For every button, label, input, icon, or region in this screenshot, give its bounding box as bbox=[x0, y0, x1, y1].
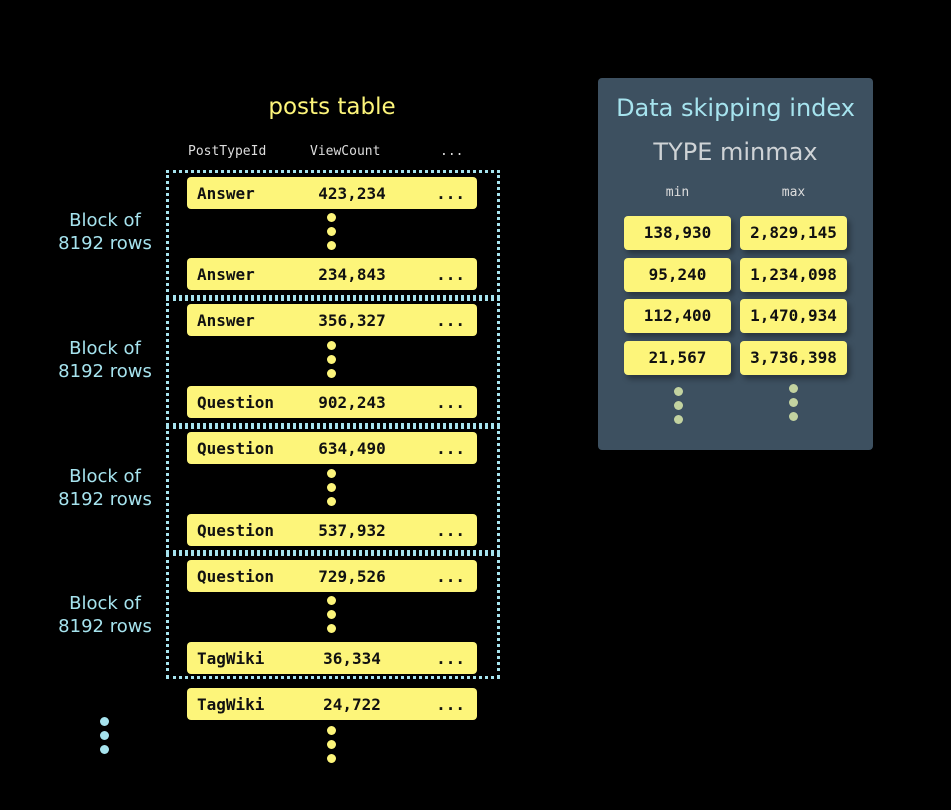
ellipsis-dot bbox=[327, 355, 336, 364]
post-type: Answer bbox=[197, 311, 255, 330]
table-row: Question 537,932 ... bbox=[187, 514, 477, 546]
more-columns: ... bbox=[436, 184, 465, 203]
block-label-line: 8192 rows bbox=[58, 489, 152, 510]
ellipsis-dot bbox=[100, 745, 109, 754]
block-label-line: Block of bbox=[69, 466, 141, 487]
block-label: Block of 8192 rows bbox=[40, 209, 170, 255]
more-columns: ... bbox=[436, 265, 465, 284]
more-columns: ... bbox=[436, 649, 465, 668]
ellipsis-dot bbox=[327, 596, 336, 605]
block-label: Block of 8192 rows bbox=[40, 592, 170, 638]
view-count: 902,243 bbox=[318, 393, 386, 412]
block-label-line: Block of bbox=[69, 593, 141, 614]
max-value: 1,234,098 bbox=[740, 258, 847, 292]
more-columns: ... bbox=[436, 567, 465, 586]
granule-block bbox=[166, 426, 500, 553]
granule-block bbox=[166, 298, 500, 426]
view-count: 356,327 bbox=[318, 311, 386, 330]
ellipsis-dot bbox=[327, 227, 336, 236]
index-type: TYPE minmax bbox=[653, 138, 818, 166]
ellipsis-dot bbox=[100, 717, 109, 726]
ellipsis-dot bbox=[789, 384, 798, 393]
block-label-line: 8192 rows bbox=[58, 616, 152, 637]
table-row: TagWiki 36,334 ... bbox=[187, 642, 477, 674]
min-value: 112,400 bbox=[624, 299, 731, 333]
posts-table-title: posts table bbox=[268, 94, 396, 120]
ellipsis-dot bbox=[327, 624, 336, 633]
ellipsis-dot bbox=[100, 731, 109, 740]
more-columns: ... bbox=[436, 311, 465, 330]
ellipsis-dot bbox=[327, 469, 336, 478]
ellipsis-dot bbox=[789, 398, 798, 407]
table-row: Answer 234,843 ... bbox=[187, 258, 477, 290]
block-label-line: 8192 rows bbox=[58, 233, 152, 254]
more-columns: ... bbox=[436, 521, 465, 540]
table-row: TagWiki 24,722 ... bbox=[187, 688, 477, 720]
min-value: 21,567 bbox=[624, 341, 731, 375]
post-type: Answer bbox=[197, 184, 255, 203]
ellipsis-dot bbox=[674, 415, 683, 424]
max-value: 2,829,145 bbox=[740, 216, 847, 250]
view-count: 423,234 bbox=[318, 184, 386, 203]
more-columns: ... bbox=[436, 393, 465, 412]
more-columns: ... bbox=[436, 695, 465, 714]
column-header-more: ... bbox=[440, 144, 464, 159]
max-value: 1,470,934 bbox=[740, 299, 847, 333]
view-count: 24,722 bbox=[323, 695, 381, 714]
ellipsis-dot bbox=[789, 412, 798, 421]
min-header: min bbox=[665, 185, 690, 200]
ellipsis-dot bbox=[327, 740, 336, 749]
data-skipping-index-panel: Data skipping index TYPE minmax min max … bbox=[598, 78, 873, 450]
ellipsis-dot bbox=[327, 369, 336, 378]
post-type: Question bbox=[197, 567, 275, 586]
column-header-posttypeid: PostTypeId bbox=[188, 144, 267, 159]
ellipsis-dot bbox=[327, 726, 336, 735]
granule-block bbox=[166, 170, 500, 298]
table-row: Question 729,526 ... bbox=[187, 560, 477, 592]
more-columns: ... bbox=[436, 439, 465, 458]
table-row: Answer 423,234 ... bbox=[187, 177, 477, 209]
min-value: 138,930 bbox=[624, 216, 731, 250]
column-header-viewcount: ViewCount bbox=[310, 144, 381, 159]
view-count: 634,490 bbox=[318, 439, 386, 458]
post-type: Question bbox=[197, 439, 275, 458]
ellipsis-dot bbox=[674, 387, 683, 396]
ellipsis-dot bbox=[327, 483, 336, 492]
index-title: Data skipping index bbox=[616, 94, 855, 122]
ellipsis-dot bbox=[674, 401, 683, 410]
block-label-line: 8192 rows bbox=[58, 361, 152, 382]
post-type: Question bbox=[197, 393, 275, 412]
view-count: 537,932 bbox=[318, 521, 386, 540]
ellipsis-dot bbox=[327, 213, 336, 222]
granule-block bbox=[166, 553, 500, 679]
max-value: 3,736,398 bbox=[740, 341, 847, 375]
table-row: Answer 356,327 ... bbox=[187, 304, 477, 336]
block-label: Block of 8192 rows bbox=[40, 337, 170, 383]
block-label-line: Block of bbox=[69, 210, 141, 231]
post-type: Answer bbox=[197, 265, 255, 284]
view-count: 729,526 bbox=[318, 567, 386, 586]
ellipsis-dot bbox=[327, 754, 336, 763]
ellipsis-dot bbox=[327, 341, 336, 350]
post-type: TagWiki bbox=[197, 695, 265, 714]
min-value: 95,240 bbox=[624, 258, 731, 292]
post-type: TagWiki bbox=[197, 649, 265, 668]
view-count: 234,843 bbox=[318, 265, 386, 284]
block-label-line: Block of bbox=[69, 338, 141, 359]
ellipsis-dot bbox=[327, 610, 336, 619]
view-count: 36,334 bbox=[323, 649, 381, 668]
block-label: Block of 8192 rows bbox=[40, 465, 170, 511]
max-header: max bbox=[781, 185, 806, 200]
table-row: Question 634,490 ... bbox=[187, 432, 477, 464]
post-type: Question bbox=[197, 521, 275, 540]
ellipsis-dot bbox=[327, 241, 336, 250]
table-row: Question 902,243 ... bbox=[187, 386, 477, 418]
ellipsis-dot bbox=[327, 497, 336, 506]
